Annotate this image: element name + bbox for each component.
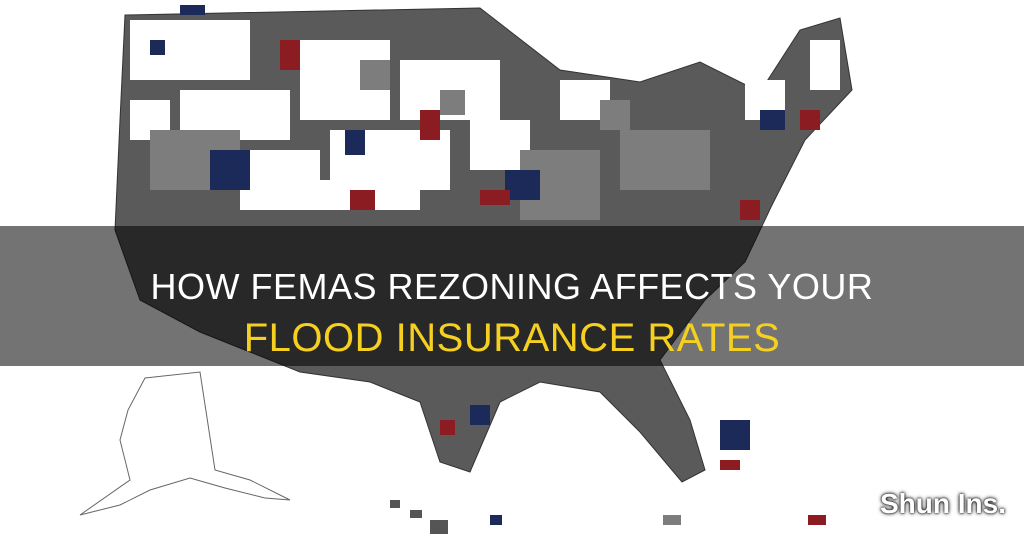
moderate-risk-areas [280, 40, 820, 470]
watermark: Shun Ins. [880, 488, 1006, 519]
title-line: FLOOD INSURANCE RATES [243, 316, 781, 360]
title-line: HOW FEMAS REZONING AFFECTS YOUR [150, 266, 874, 307]
map-legend [490, 515, 826, 525]
high-risk-areas [150, 5, 785, 450]
hawaii [390, 500, 448, 534]
low-risk-areas [130, 20, 840, 210]
alaska [79, 371, 291, 516]
title-band [0, 226, 1024, 366]
